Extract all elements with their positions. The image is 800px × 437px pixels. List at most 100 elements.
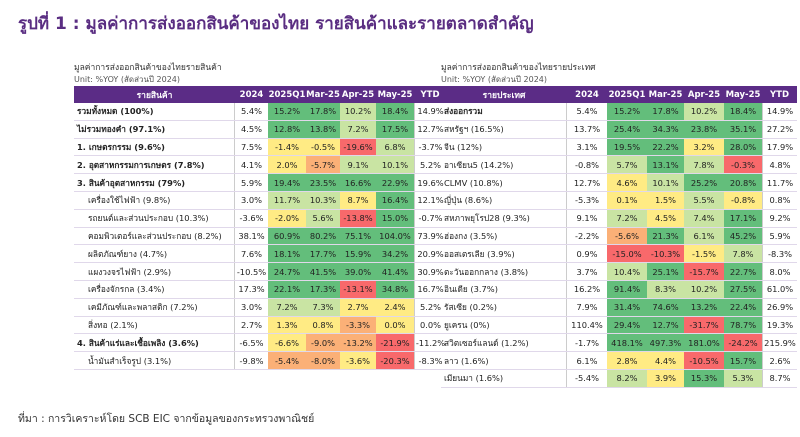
- table-cell: 7.8%: [684, 156, 724, 174]
- table-cell: -5.7%: [306, 156, 340, 174]
- table-cell: 39.0%: [340, 263, 376, 280]
- table-cell: 7.2%: [268, 298, 306, 316]
- table-cell: 23.8%: [684, 120, 724, 138]
- table-cell: 10.3%: [306, 191, 340, 209]
- table-cell: 7.4%: [684, 209, 724, 227]
- table-header-row: รายสินค้า 2024 2025Q1 Mar-25 Apr-25 May-25 YTD: [74, 86, 446, 103]
- table-row: เคมีภัณฑ์และพลาสติก (7.2%) 3.0% 7.2% 7.3% 2.…: [74, 298, 446, 317]
- table-cell: 1.3%: [268, 316, 306, 334]
- table-cell: -20.3%: [376, 352, 414, 369]
- table-row: รถยนต์และส่วนประกอบ (10.3%) -3.6% -2.0% 5.6…: [74, 209, 446, 228]
- table-cell: 19.3%: [762, 316, 797, 334]
- row-label: ไม่รวมทองคำ (97.1%): [74, 120, 235, 138]
- table-cell: -1.5%: [684, 245, 724, 263]
- column-header: 2024: [239, 89, 264, 100]
- table-cell: 181.0%: [684, 334, 724, 352]
- table-row: ฮ่องกง (3.5%) -2.2% -5.6% 21.3% 6.1% 45.2% 5.9…: [441, 227, 797, 246]
- row-label: 1. เกษตรกรรม (9.6%): [74, 138, 235, 156]
- table-cell: 41.5%: [306, 263, 340, 280]
- table-cell: 4.1%: [240, 159, 263, 170]
- column-header: May-25: [377, 89, 413, 100]
- table-row: 4. สินค้าแร่และเชื้อเพลิง (3.6%) -6.5% -6.…: [74, 334, 446, 353]
- table-row: 3. สินค้าอุตสาหกรรม (79%) 5.9% 19.4% 23.5% 1…: [74, 174, 446, 192]
- table-cell: 23.5%: [306, 174, 340, 191]
- table-cell: -2.0%: [268, 209, 306, 227]
- table-cell: 12.8%: [268, 120, 306, 138]
- table-cell: 13.7%: [573, 124, 601, 135]
- row-label: เครื่องใช้ไฟฟ้า (9.8%): [74, 191, 235, 209]
- table-cell: 2.4%: [376, 298, 414, 316]
- table-cell: -5.4%: [268, 352, 306, 369]
- row-label: สวิตเซอร์แลนด์ (1.2%): [441, 334, 567, 352]
- row-label: CLMV (10.8%): [441, 174, 567, 191]
- row-label: สิ่งทอ (2.1%): [74, 316, 235, 334]
- row-label: ออสเตรเลีย (3.9%): [441, 245, 567, 263]
- country-table-unit: Unit: %YOY (สัดส่วนปี 2024): [441, 75, 548, 84]
- table-cell: -9.8%: [239, 355, 264, 366]
- country-table: รายประเทศ 2024 2025Q1 Mar-25 Apr-25 May-25 YTD…: [441, 86, 797, 388]
- product-table: รายสินค้า 2024 2025Q1 Mar-25 Apr-25 May-25 YTD…: [74, 86, 446, 370]
- table-cell: 11.7%: [762, 174, 797, 191]
- table-cell: 7.5%: [240, 141, 263, 152]
- table-cell: 5.2%: [414, 298, 446, 316]
- table-cell: 5.4%: [240, 106, 263, 117]
- table-cell: 1.5%: [647, 191, 684, 209]
- product-table-unit: Unit: %YOY (สัดส่วนปี 2024): [74, 75, 181, 84]
- table-cell: 22.2%: [647, 138, 684, 156]
- column-header: Apr-25: [687, 89, 721, 100]
- row-label: ส่งออกรวม: [441, 103, 567, 120]
- table-cell: 10.2%: [684, 280, 724, 298]
- column-header: May-25: [725, 89, 761, 100]
- table-cell: 73.9%: [414, 227, 446, 245]
- table-cell: -3.6%: [340, 352, 376, 369]
- table-row: อินเดีย (3.7%) 16.2% 91.4% 8.3% 10.2% 27.5% 61…: [441, 280, 797, 299]
- table-row: เมียนมา (1.6%) -5.4% 8.2% 3.9% 15.3% 5.3% 8.7%: [441, 369, 797, 388]
- table-cell: 29.4%: [607, 316, 647, 334]
- column-header: รายสินค้า: [136, 90, 173, 101]
- table-cell: 19.5%: [607, 138, 647, 156]
- table-cell: -31.7%: [684, 316, 724, 334]
- table-cell: 6.8%: [376, 138, 414, 156]
- table-cell: -2.2%: [574, 230, 600, 241]
- table-row: ออสเตรเลีย (3.9%) 0.9% -15.0% -10.3% -1.5% 7.…: [441, 245, 797, 264]
- table-cell: 3.0%: [240, 195, 263, 206]
- table-cell: 8.7%: [762, 369, 797, 387]
- table-cell: 9.1%: [576, 213, 598, 224]
- row-label: เครื่องจักรกล (3.4%): [74, 280, 235, 298]
- row-label: เมียนมา (1.6%): [441, 369, 567, 387]
- table-cell: 8.2%: [607, 369, 647, 387]
- table-cell: 4.4%: [647, 352, 684, 369]
- table-cell: -13.2%: [340, 334, 376, 352]
- row-label: สหรัฐฯ (16.5%): [441, 120, 567, 138]
- row-label: 2. อุตสาหกรรมการเกษตร (7.8%): [74, 156, 235, 174]
- row-label: ลาว (1.6%): [441, 352, 567, 369]
- table-cell: 7.8%: [724, 245, 762, 263]
- table-cell: 2.0%: [268, 156, 306, 174]
- table-cell: 5.6%: [306, 209, 340, 227]
- table-cell: 2.7%: [340, 298, 376, 316]
- table-cell: 15.0%: [376, 209, 414, 227]
- table-row: ผลิตภัณฑ์ยาง (4.7%) 7.6% 18.1% 17.7% 15.9% 34…: [74, 245, 446, 264]
- table-cell: 0.9%: [576, 248, 598, 259]
- table-cell: 7.3%: [306, 298, 340, 316]
- table-cell: 15.3%: [684, 369, 724, 387]
- table-cell: 19.4%: [268, 174, 306, 191]
- table-row: สิ่งทอ (2.1%) 2.7% 1.3% 0.8% -3.3% 0.0% 0.0%: [74, 316, 446, 335]
- table-cell: 12.7%: [414, 120, 446, 138]
- table-cell: -13.8%: [340, 209, 376, 227]
- table-row: สหภาพยุโรป28 (9.3%) 9.1% 7.2% 4.5% 7.4% 17.1%…: [441, 209, 797, 228]
- country-table-panel: มูลค่าการส่งออกสินค้าของไทยรายประเทศ Uni…: [441, 63, 797, 388]
- table-cell: 5.9%: [762, 227, 797, 245]
- table-cell: 497.3%: [647, 334, 684, 352]
- table-cell: 18.4%: [724, 103, 762, 120]
- row-label: ผลิตภัณฑ์ยาง (4.7%): [74, 245, 235, 263]
- row-label: รถยนต์และส่วนประกอบ (10.3%): [74, 209, 235, 227]
- table-cell: 10.1%: [376, 156, 414, 174]
- table-cell: 35.1%: [724, 120, 762, 138]
- table-cell: 17.8%: [647, 103, 684, 120]
- table-row: สวิตเซอร์แลนด์ (1.2%) -1.7% 418.1% 497.3% 18…: [441, 334, 797, 353]
- table-cell: 0.1%: [607, 191, 647, 209]
- table-cell: -8.3%: [762, 245, 797, 263]
- table-cell: 13.1%: [647, 156, 684, 174]
- table-cell: -0.7%: [414, 209, 446, 227]
